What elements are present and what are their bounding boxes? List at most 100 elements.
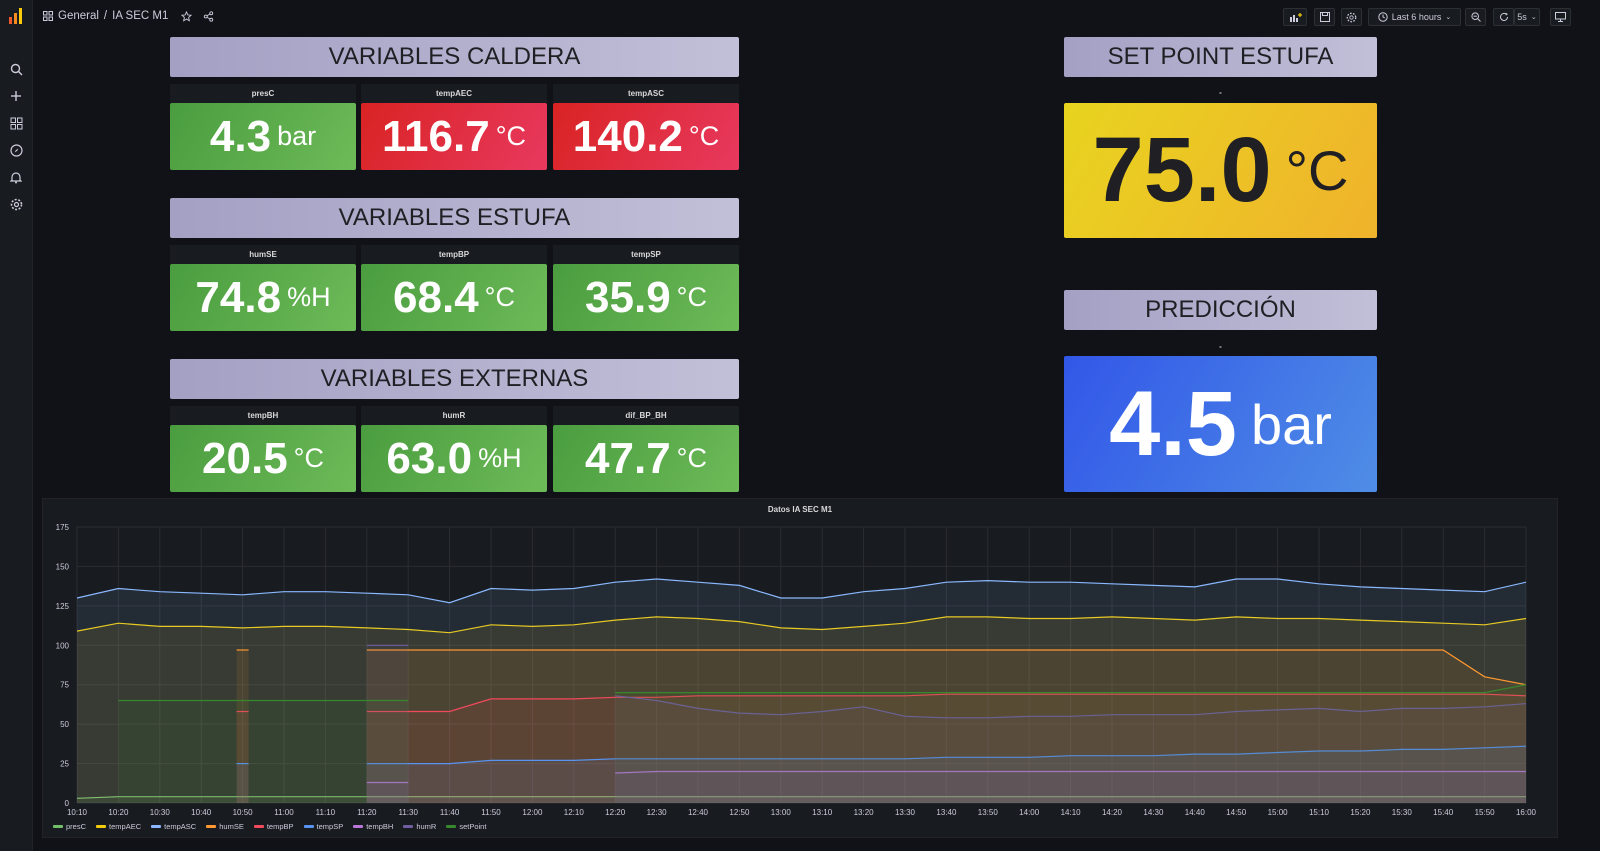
refresh-interval-picker[interactable]: 5s ⌄ bbox=[1514, 8, 1540, 26]
series-area-humSE bbox=[236, 650, 249, 803]
save-icon bbox=[1319, 12, 1330, 22]
stat-title-tempaec[interactable]: tempAEC bbox=[361, 84, 547, 103]
section-header-externas: VARIABLES EXTERNAS bbox=[170, 359, 739, 399]
x-tick-label: 11:50 bbox=[481, 808, 501, 817]
stat-title-tempbp[interactable]: tempBP bbox=[361, 245, 547, 264]
stat-title-tempsp[interactable]: tempSP bbox=[553, 245, 739, 264]
series-area-tempAEC bbox=[77, 616, 1526, 803]
add-panel-button[interactable] bbox=[1283, 8, 1307, 26]
share-icon[interactable] bbox=[203, 10, 214, 22]
breadcrumb-folder[interactable]: General bbox=[58, 10, 99, 22]
legend-item-tempBP[interactable]: tempBP bbox=[253, 822, 294, 831]
x-tick-label: 14:20 bbox=[1102, 808, 1123, 817]
y-tick-label: 75 bbox=[60, 681, 69, 690]
x-tick-label: 12:20 bbox=[605, 808, 626, 817]
x-tick-label: 12:10 bbox=[564, 808, 585, 817]
stat-value: 47.7 bbox=[585, 433, 671, 483]
series-area-setPoint bbox=[118, 700, 409, 803]
dashboard-settings-button[interactable] bbox=[1341, 8, 1362, 26]
y-tick-label: 150 bbox=[56, 562, 70, 571]
x-tick-label: 13:20 bbox=[854, 808, 875, 817]
x-tick-label: 14:40 bbox=[1185, 808, 1206, 817]
dashboards-icon[interactable] bbox=[7, 114, 25, 132]
stat-value: 4.3 bbox=[209, 111, 272, 161]
x-tick-label: 15:30 bbox=[1392, 808, 1413, 817]
series-area-humR bbox=[615, 695, 1526, 803]
stat-title-humr[interactable]: humR bbox=[361, 406, 547, 425]
series-line-tempBH bbox=[615, 770, 1526, 774]
x-tick-label: 12:00 bbox=[522, 808, 543, 817]
breadcrumb: General / IA SEC M1 bbox=[43, 10, 214, 22]
legend-swatch bbox=[253, 825, 264, 828]
stat-unit: °C bbox=[495, 121, 526, 151]
add-panel-icon bbox=[1289, 12, 1302, 22]
series-line-humSE bbox=[366, 649, 1527, 686]
stat-title-presc[interactable]: presC bbox=[170, 84, 356, 103]
series-area-setPoint bbox=[615, 684, 1526, 803]
x-tick-label: 15:50 bbox=[1475, 808, 1496, 817]
legend-item-presC[interactable]: presC bbox=[53, 822, 86, 831]
stat-tempasc: 140.2 °C bbox=[553, 103, 739, 170]
stat-value: 74.8 bbox=[195, 272, 282, 322]
x-tick-label: 11:40 bbox=[440, 808, 460, 817]
legend-swatch bbox=[53, 825, 63, 828]
bell-icon[interactable] bbox=[7, 168, 25, 186]
legend-item-humSE[interactable]: humSE bbox=[206, 822, 244, 831]
compass-icon[interactable] bbox=[7, 141, 25, 159]
stat-title-prediccion[interactable]: - bbox=[1219, 342, 1222, 351]
zoom-out-button[interactable] bbox=[1465, 8, 1486, 26]
gear-icon[interactable] bbox=[7, 195, 25, 213]
time-range-picker[interactable]: Last 6 hours ⌄ bbox=[1368, 8, 1461, 26]
legend-swatch bbox=[303, 825, 314, 828]
legend-label: presC bbox=[66, 822, 87, 831]
stat-unit: bar bbox=[277, 121, 317, 151]
plus-icon[interactable] bbox=[7, 87, 25, 105]
stat-title-dif-bp-bh[interactable]: dif_BP_BH bbox=[553, 406, 739, 425]
legend-swatch bbox=[446, 825, 457, 828]
breadcrumb-dashboard[interactable]: IA SEC M1 bbox=[112, 10, 169, 22]
legend-label: humSE bbox=[219, 822, 244, 831]
chevron-down-icon: ⌄ bbox=[1445, 14, 1452, 21]
save-dashboard-button[interactable] bbox=[1314, 8, 1335, 26]
dashboards-grid-icon bbox=[43, 11, 53, 21]
legend-label: setPoint bbox=[459, 822, 487, 831]
legend-item-tempSP[interactable]: tempSP bbox=[303, 822, 343, 831]
x-tick-label: 12:50 bbox=[729, 808, 750, 817]
chart-title[interactable]: Datos IA SEC M1 bbox=[767, 505, 833, 514]
stat-unit: °C bbox=[676, 282, 707, 312]
series-area-tempBP bbox=[366, 694, 1526, 803]
stat-unit: °C bbox=[1285, 139, 1349, 202]
x-tick-label: 13:50 bbox=[978, 808, 999, 817]
legend-item-setPoint[interactable]: setPoint bbox=[446, 822, 486, 831]
legend-swatch bbox=[151, 825, 162, 828]
refresh-button[interactable] bbox=[1493, 8, 1514, 26]
series-line-presC bbox=[76, 796, 1526, 799]
legend-item-humR[interactable]: humR bbox=[403, 822, 436, 831]
legend-item-tempBH[interactable]: tempBH bbox=[353, 822, 393, 831]
legend-swatch bbox=[206, 825, 217, 828]
legend-item-tempAEC[interactable]: tempAEC bbox=[96, 822, 141, 831]
legend-label: tempBH bbox=[366, 822, 394, 831]
series-area-tempBP bbox=[236, 711, 249, 803]
stat-value: 75.0 bbox=[1092, 119, 1272, 221]
stat-presc: 4.3 bar bbox=[170, 103, 356, 170]
refresh-icon bbox=[1499, 12, 1508, 21]
stat-title-tempasc[interactable]: tempASC bbox=[553, 84, 739, 103]
legend-swatch bbox=[403, 825, 414, 828]
stat-title-humse[interactable]: humSE bbox=[170, 245, 356, 264]
stat-prediccion: 4.5 bar bbox=[1064, 356, 1377, 492]
breadcrumb-separator: / bbox=[103, 10, 108, 22]
y-tick-label: 0 bbox=[65, 799, 70, 808]
stat-value: 63.0 bbox=[386, 433, 473, 483]
grafana-logo-icon[interactable] bbox=[8, 6, 24, 26]
star-icon[interactable] bbox=[181, 10, 193, 22]
stat-title-setpoint[interactable]: - bbox=[1219, 88, 1222, 97]
stat-unit: %H bbox=[287, 282, 331, 312]
timeseries-chart[interactable]: 0 25 50 75 100 125 150 175 10:10 10:20 10:30 10:40 1… bbox=[43, 499, 1557, 817]
stat-title-tempbh[interactable]: tempBH bbox=[170, 406, 356, 425]
legend-item-tempASC[interactable]: tempASC bbox=[151, 822, 196, 831]
search-icon[interactable] bbox=[7, 60, 25, 78]
tv-mode-button[interactable] bbox=[1550, 8, 1571, 26]
x-tick-label: 15:10 bbox=[1309, 808, 1330, 817]
zoom-out-icon bbox=[1470, 12, 1481, 22]
